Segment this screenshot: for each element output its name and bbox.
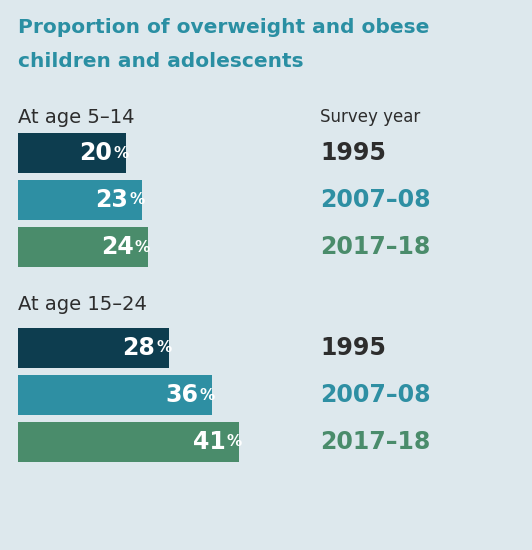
Text: 28: 28 <box>122 336 155 360</box>
Text: 2007–08: 2007–08 <box>320 383 430 407</box>
Text: At age 15–24: At age 15–24 <box>18 295 147 314</box>
Text: children and adolescents: children and adolescents <box>18 52 304 71</box>
Bar <box>18 227 147 267</box>
Bar <box>18 180 142 220</box>
Text: 1995: 1995 <box>320 336 386 360</box>
Text: 2017–18: 2017–18 <box>320 235 430 259</box>
Text: 2017–18: 2017–18 <box>320 430 430 454</box>
Bar <box>18 375 212 415</box>
Text: 41: 41 <box>193 430 226 454</box>
Bar <box>18 328 169 368</box>
Text: At age 5–14: At age 5–14 <box>18 108 135 127</box>
Text: 23: 23 <box>95 188 128 212</box>
Text: %: % <box>227 434 242 449</box>
Text: 24: 24 <box>101 235 134 259</box>
Text: %: % <box>113 146 128 161</box>
Text: Survey year: Survey year <box>320 108 420 126</box>
Bar <box>18 422 239 462</box>
Bar <box>18 133 126 173</box>
Text: 2007–08: 2007–08 <box>320 188 430 212</box>
Text: 36: 36 <box>165 383 198 407</box>
Text: %: % <box>129 192 145 207</box>
Text: Proportion of overweight and obese: Proportion of overweight and obese <box>18 18 429 37</box>
Text: 20: 20 <box>79 141 112 165</box>
Text: %: % <box>156 340 171 355</box>
Text: 1995: 1995 <box>320 141 386 165</box>
Text: %: % <box>135 239 150 255</box>
Text: %: % <box>200 388 214 403</box>
